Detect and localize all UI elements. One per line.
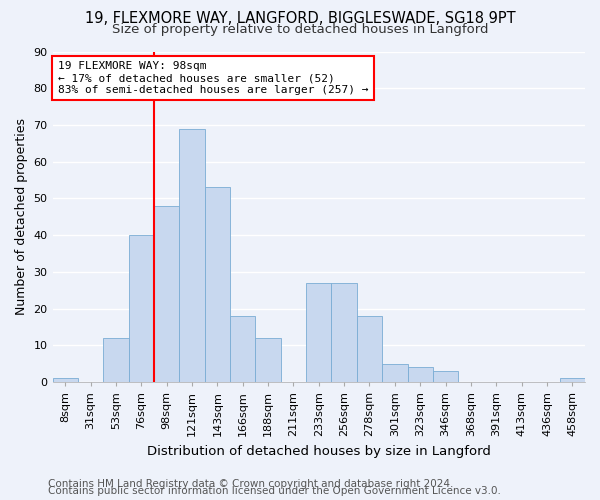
Bar: [331, 283, 357, 382]
Text: Contains public sector information licensed under the Open Government Licence v3: Contains public sector information licen…: [48, 486, 501, 496]
Bar: [154, 206, 179, 382]
Bar: [357, 316, 382, 382]
Bar: [382, 364, 407, 382]
Bar: [128, 235, 154, 382]
Bar: [306, 283, 331, 382]
Text: 19 FLEXMORE WAY: 98sqm
← 17% of detached houses are smaller (52)
83% of semi-det: 19 FLEXMORE WAY: 98sqm ← 17% of detached…: [58, 62, 368, 94]
Text: 19, FLEXMORE WAY, LANGFORD, BIGGLESWADE, SG18 9PT: 19, FLEXMORE WAY, LANGFORD, BIGGLESWADE,…: [85, 11, 515, 26]
Text: Contains HM Land Registry data © Crown copyright and database right 2024.: Contains HM Land Registry data © Crown c…: [48, 479, 454, 489]
Bar: [205, 188, 230, 382]
Y-axis label: Number of detached properties: Number of detached properties: [15, 118, 28, 316]
Text: Size of property relative to detached houses in Langford: Size of property relative to detached ho…: [112, 22, 488, 36]
Bar: [433, 371, 458, 382]
Bar: [560, 378, 585, 382]
Bar: [103, 338, 128, 382]
Bar: [230, 316, 256, 382]
Bar: [53, 378, 78, 382]
Bar: [256, 338, 281, 382]
Bar: [407, 368, 433, 382]
Bar: [179, 128, 205, 382]
X-axis label: Distribution of detached houses by size in Langford: Distribution of detached houses by size …: [147, 444, 491, 458]
